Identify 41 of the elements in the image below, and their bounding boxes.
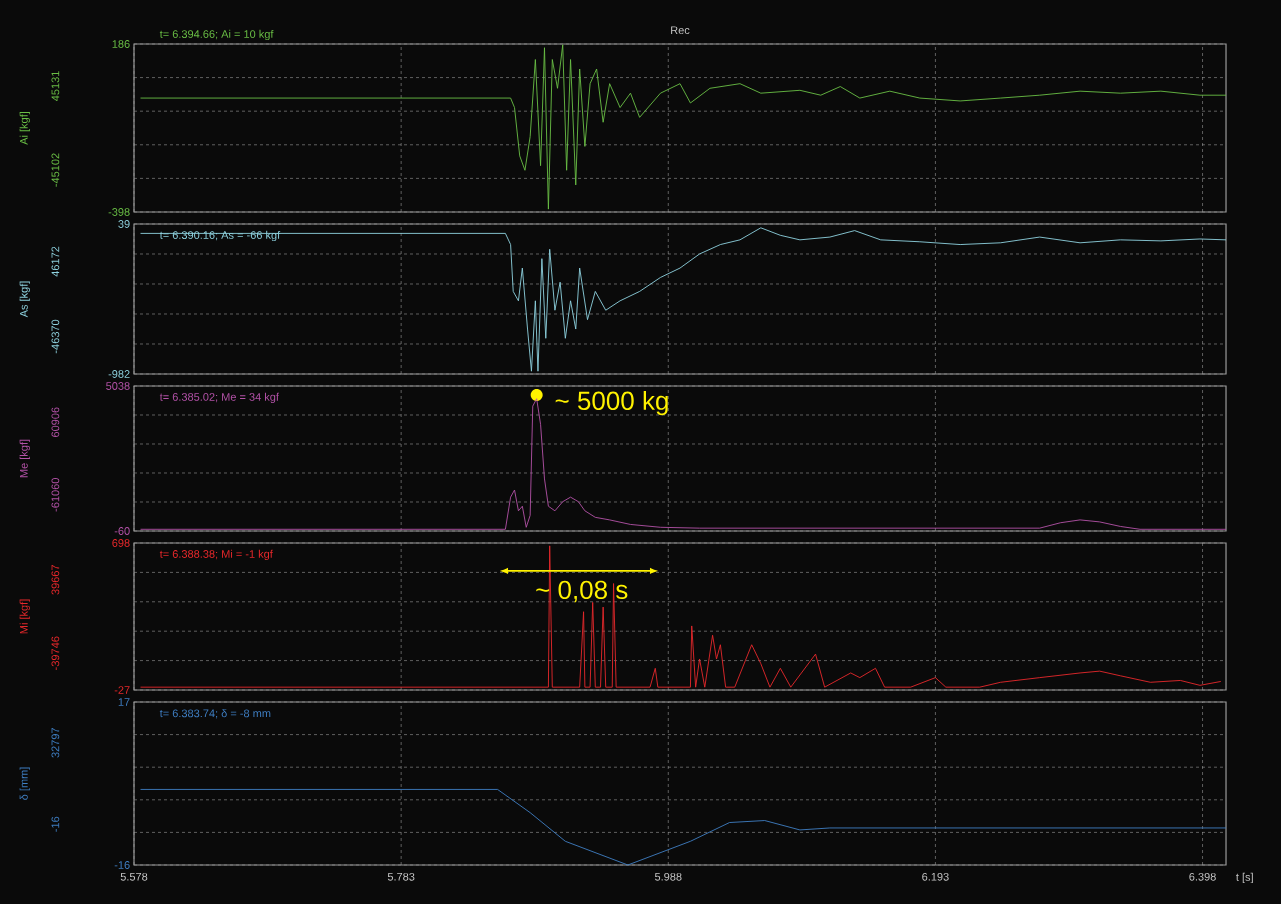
y-tick-label: 186: [112, 40, 130, 48]
text: 45131: [51, 71, 60, 102]
y-tick-label: 5038: [106, 382, 130, 390]
y-tick-label: -982: [108, 370, 130, 378]
y-axis-title: Mi [kgf]: [19, 599, 30, 634]
annotation: ~ 0,08 s: [536, 580, 628, 603]
annotation: t= 6.385.02; Me = 34 kgf: [159, 392, 279, 403]
text: -39746: [51, 636, 60, 670]
text: 39667: [51, 565, 60, 595]
x-tick-label: 5.578: [120, 872, 148, 881]
y-tick-label: -60: [114, 527, 130, 535]
y-axis-title: Me [kgf]: [19, 439, 30, 478]
y-tick-label: -398: [108, 208, 130, 216]
line-series: [140, 227, 1227, 372]
x-axis-title: t [s]: [1236, 872, 1253, 884]
text: -61060: [51, 478, 60, 512]
text: 46172: [51, 246, 60, 277]
y-tick-label: 39: [118, 220, 130, 228]
chart-title: Rec: [671, 26, 690, 35]
x-tick-label: 5.783: [387, 872, 415, 881]
y-tick-label: 698: [112, 539, 130, 547]
line-series: [140, 44, 1227, 210]
y-tick-label: -27: [114, 686, 130, 694]
text: 60906: [51, 407, 60, 437]
y-axis-title: δ [mm]: [19, 767, 30, 800]
text: -16: [51, 816, 60, 832]
annotation: t= 6.383.74; δ = -8 mm: [159, 709, 271, 719]
text: 32797: [51, 728, 60, 758]
annotation: ~ 5000 kg: [555, 390, 668, 416]
y-tick-label: -16: [114, 861, 130, 869]
text: -46370: [51, 319, 60, 354]
x-tick-label: 6.193: [922, 872, 949, 881]
x-tick-label: 6.398: [1189, 872, 1216, 881]
annotation: t= 6.388.38; Mi = -1 kgf: [159, 549, 273, 561]
line-series: [140, 788, 1227, 866]
y-tick-label: 17: [118, 698, 130, 706]
y-axis-title: As [kgf]: [19, 281, 30, 318]
y-axis-title: Ai [kgf]: [19, 111, 30, 145]
text: -45102: [51, 153, 60, 187]
text: t= 6.394.66; Ai = 10 kgf: [159, 29, 274, 41]
x-tick-label: 5.988: [654, 872, 682, 881]
